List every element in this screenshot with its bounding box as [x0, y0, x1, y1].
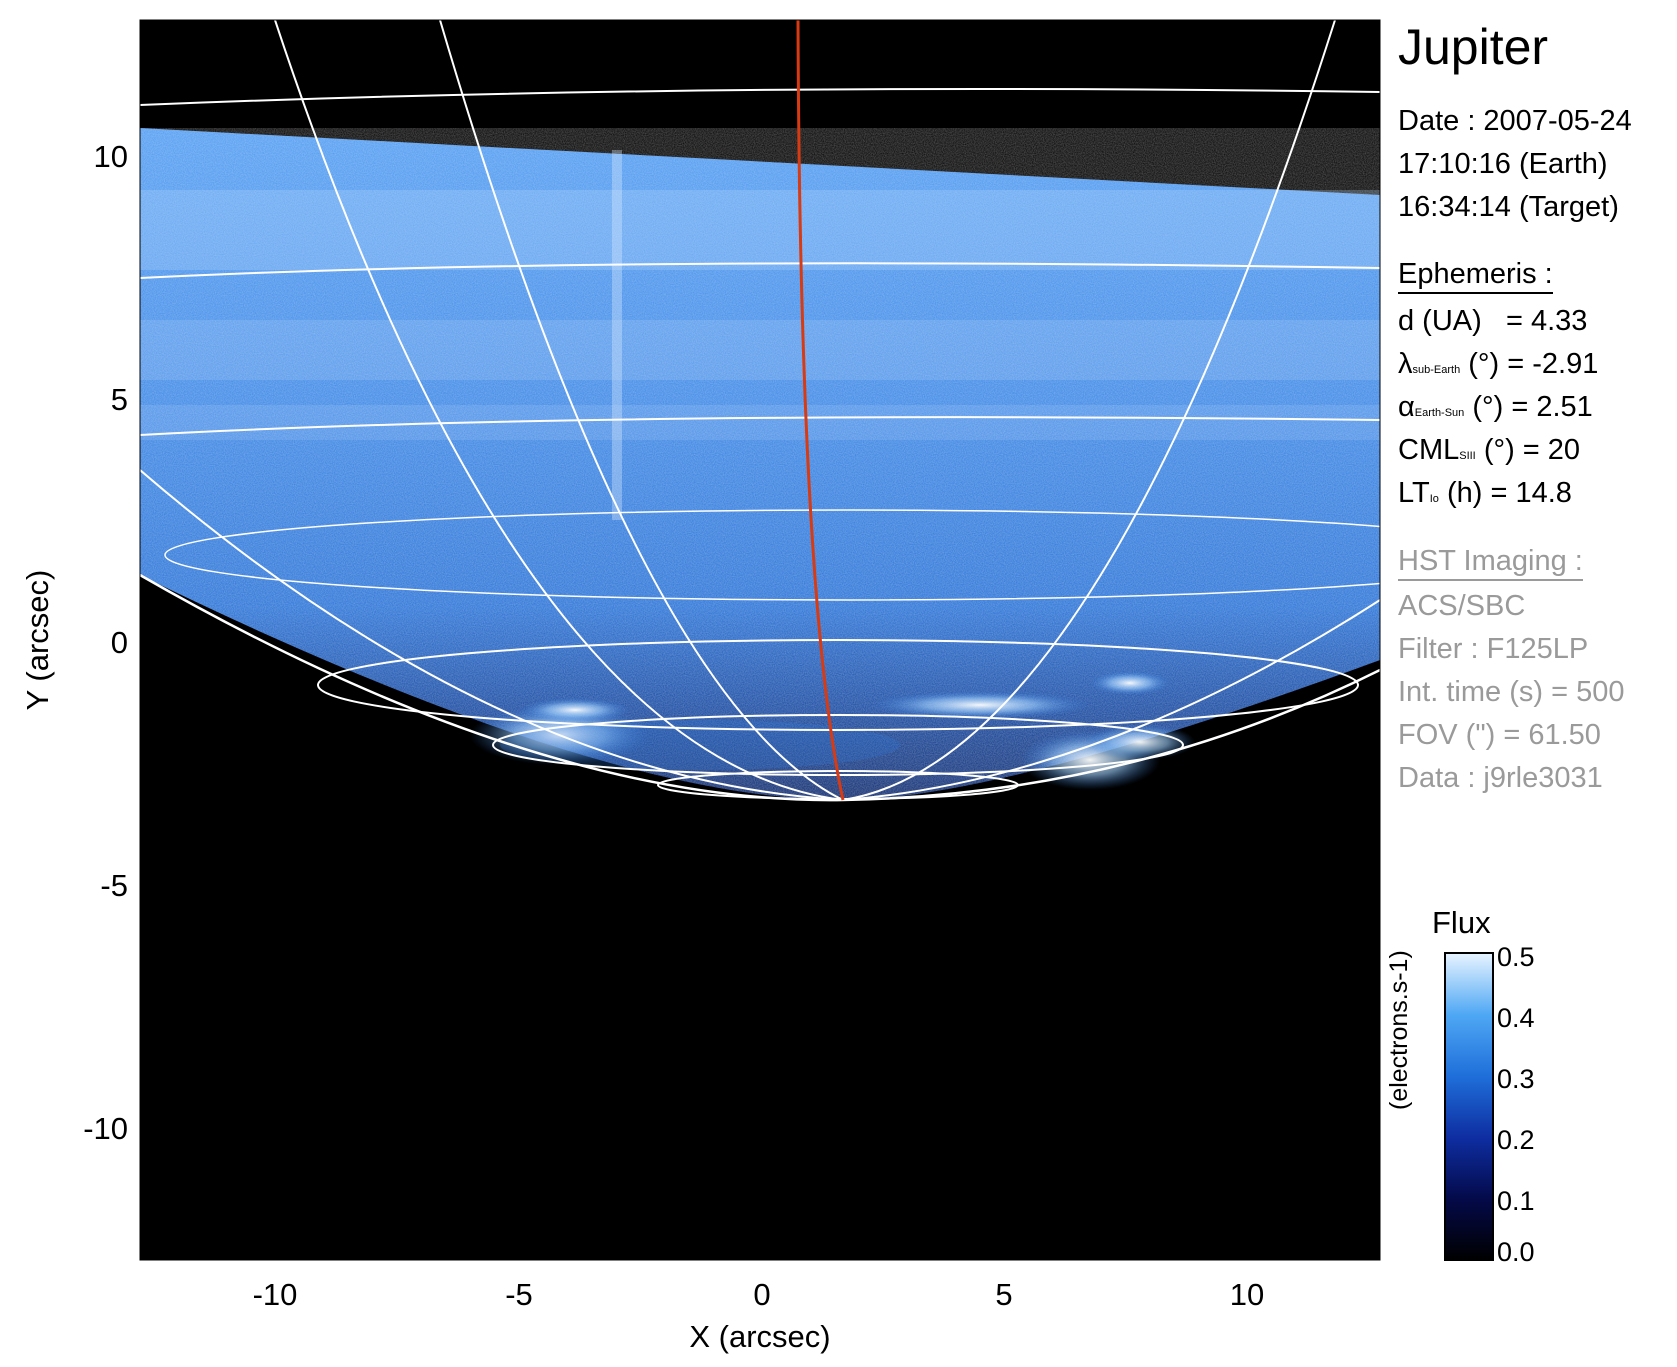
- hst-fov: FOV (") = 61.50: [1398, 719, 1601, 751]
- hst-int-time: Int. time (s) = 500: [1398, 676, 1625, 708]
- y-tick-label: 0: [111, 625, 128, 660]
- x-tick-label: 0: [753, 1277, 770, 1312]
- colorbar-tick: 0.0: [1497, 1237, 1535, 1267]
- colorbar: [1444, 952, 1494, 1261]
- x-tick-label: 5: [995, 1277, 1012, 1312]
- colorbar-unit: (electrons.s-1): [1385, 950, 1413, 1110]
- planet-title: Jupiter: [1398, 19, 1549, 75]
- x-tick-label: -5: [505, 1277, 533, 1312]
- plot-frame: [139, 19, 1381, 1261]
- y-tick-label: -5: [100, 868, 128, 903]
- image-area: [140, 20, 1380, 1260]
- colorbar-title: Flux: [1432, 905, 1491, 940]
- central-meridian-line: [796, 20, 845, 801]
- x-tick-label: -10: [253, 1277, 298, 1312]
- hst-instrument: ACS/SBC: [1398, 590, 1526, 622]
- y-axis: 10 5 0 -5 -10 Y (arcsec): [20, 139, 128, 1146]
- distance-row: d (UA) = 4.33: [1398, 305, 1588, 337]
- earth-time: 17:10:16 (Earth): [1398, 148, 1608, 180]
- x-tick-label: 10: [1230, 1277, 1264, 1312]
- y-tick-label: 5: [111, 382, 128, 417]
- colorbar-tick: 0.5: [1497, 942, 1535, 972]
- colorbar-tick: 0.4: [1497, 1003, 1535, 1033]
- y-tick-label: 10: [94, 139, 128, 174]
- y-tick-label: -10: [83, 1111, 128, 1146]
- hst-data-id: Data : j9rle3031: [1398, 762, 1603, 794]
- aurora-emission: [470, 671, 1195, 790]
- lat-lon-grid: [140, 20, 1380, 802]
- target-time: 16:34:14 (Target): [1398, 191, 1619, 223]
- lambda-row: λsub-Earth (°) = -2.91: [1398, 348, 1599, 380]
- x-axis: -10 -5 0 5 10 X (arcsec): [253, 1277, 1265, 1354]
- date-line: Date : 2007-05-24: [1398, 105, 1632, 137]
- cml-row: CMLSIII (°) = 20: [1398, 434, 1581, 466]
- colorbar-tick: 0.1: [1497, 1186, 1535, 1216]
- alpha-row: αEarth-Sun (°) = 2.51: [1398, 391, 1593, 423]
- ephemeris-header: Ephemeris :: [1398, 258, 1553, 294]
- colorbar-tick: 0.3: [1497, 1064, 1535, 1094]
- hst-header: HST Imaging :: [1398, 545, 1583, 581]
- lt-row: LTIo (h) = 14.8: [1398, 477, 1572, 509]
- colorbar-tick: 0.2: [1497, 1125, 1535, 1155]
- x-axis-label: X (arcsec): [689, 1319, 830, 1354]
- hst-filter: Filter : F125LP: [1398, 633, 1589, 665]
- y-axis-label: Y (arcsec): [20, 570, 55, 711]
